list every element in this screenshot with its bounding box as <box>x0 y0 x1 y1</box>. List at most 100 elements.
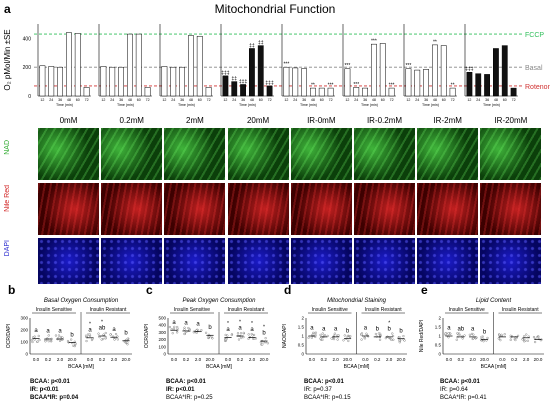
x-tick-label: 36 <box>302 98 306 102</box>
significance-mark: ‡‡‡ <box>221 70 230 76</box>
data-point <box>54 334 58 337</box>
data-point <box>310 336 313 339</box>
data-point <box>526 339 529 342</box>
dapi-image <box>480 238 542 284</box>
y-tick-label: 100 <box>20 340 28 345</box>
significance-letter: b <box>262 331 266 337</box>
panel-letter: b <box>8 283 15 297</box>
x-axis-label: BCAA [mM] <box>68 364 94 370</box>
data-point <box>262 341 265 344</box>
x-axis-label: Time (min) <box>483 103 500 107</box>
data-point <box>312 331 315 334</box>
data-point <box>37 334 40 338</box>
significance-mark: *** <box>283 62 289 68</box>
x-tick-label: 36 <box>58 98 62 102</box>
bar <box>475 73 482 97</box>
significance-letter: a <box>250 327 254 333</box>
bar <box>231 81 238 97</box>
significance-letter: a <box>112 327 116 333</box>
x-tick-label: 2.0 <box>470 357 477 362</box>
x-tick-label: 48 <box>250 98 254 102</box>
significance-star: * <box>101 320 103 326</box>
panel-a-letter: a <box>4 2 11 16</box>
data-point <box>321 338 324 341</box>
data-point <box>307 336 310 339</box>
data-point <box>226 334 229 337</box>
x-tick-label: 20.0 <box>206 357 215 362</box>
significance-mark: ** <box>451 83 455 89</box>
x-tick-label: 0.0 <box>33 357 40 362</box>
y-tick-label: 0.5 <box>298 343 305 348</box>
significance-letter: a <box>447 326 451 332</box>
x-tick-label: 36 <box>485 98 489 102</box>
y-tick-label: 500 <box>158 316 166 321</box>
x-tick-label: 48 <box>67 98 71 102</box>
x-tick-label: 60 <box>320 98 324 102</box>
significance-letter: b <box>346 328 350 334</box>
data-point <box>47 340 50 343</box>
y-axis-label: OCR/DAPI <box>144 324 150 348</box>
data-point <box>461 337 464 340</box>
data-point <box>239 332 243 335</box>
dapi-image <box>354 238 415 284</box>
basal-line-label: Basal <box>525 65 543 72</box>
panel-title: Lipid Content <box>476 298 512 304</box>
data-point <box>500 333 503 336</box>
panel-letter: e <box>421 283 428 297</box>
x-tick-label: 72 <box>268 98 272 102</box>
group-label: Insulin Resistant <box>365 307 402 313</box>
x-axis-label: Time (min) <box>300 103 317 107</box>
significance-letter: a <box>238 326 242 332</box>
data-point <box>337 334 340 337</box>
significance-letter: a <box>46 329 50 335</box>
data-point <box>211 337 214 340</box>
x-axis-label: Time (min) <box>178 103 195 107</box>
data-point <box>85 339 88 343</box>
significance-letter: b <box>399 328 403 334</box>
y-tick-label: 200 <box>20 328 28 333</box>
bar <box>240 84 246 97</box>
mitochondrial-staining-scatter: d Mitochondrial Staining Insulin Sensitive… <box>282 283 407 370</box>
x-tick-label: 48 <box>433 98 437 102</box>
significance-star: * <box>89 321 91 327</box>
x-tick-label: 20.0 <box>122 357 131 362</box>
data-point <box>472 337 475 340</box>
y-tick-label: 400 <box>23 36 32 42</box>
x-tick-label: 12 <box>223 98 227 102</box>
significance-mark: *** <box>389 83 395 89</box>
x-tick-label: 0.0 <box>309 357 316 362</box>
data-point <box>61 336 64 339</box>
condition-label: IR-0mM <box>307 116 336 125</box>
x-tick-label: 20.0 <box>397 357 406 362</box>
bar <box>405 68 412 97</box>
x-tick-label: 0.2 <box>374 357 381 362</box>
bar <box>310 87 316 97</box>
data-point <box>264 337 267 340</box>
data-point <box>326 334 329 338</box>
significance-mark: *** <box>344 63 350 69</box>
bar <box>118 66 124 97</box>
x-tick-label: 0.0 <box>171 357 178 362</box>
data-point <box>84 334 88 337</box>
x-tick-label: 2.0 <box>249 357 256 362</box>
data-point <box>33 338 36 341</box>
y-tick-label: 0 <box>438 352 441 357</box>
data-point <box>398 341 401 344</box>
row-label-nile-red: Nile Red <box>4 185 11 212</box>
condition-label: IR-2mM <box>433 116 462 125</box>
x-tick-label: 24 <box>476 98 480 102</box>
nile-red-image <box>354 183 415 235</box>
x-tick-label: 12 <box>284 98 288 102</box>
data-point <box>509 334 512 337</box>
x-tick-label: 48 <box>372 98 376 102</box>
data-point <box>333 332 336 335</box>
data-point <box>384 337 387 340</box>
y-tick-label: 400 <box>158 323 166 328</box>
data-point <box>97 332 100 335</box>
stats-d: BCAA: p<0.01 IR: p=0.37 BCAA*IR: p=0.15 <box>304 378 351 402</box>
figure-title: Mitochondrial Function <box>214 2 336 16</box>
nile-red-image <box>164 183 226 235</box>
significance-letter: b <box>208 325 212 331</box>
x-axis-label: BCAA [mM] <box>481 364 507 370</box>
bar <box>257 45 264 97</box>
